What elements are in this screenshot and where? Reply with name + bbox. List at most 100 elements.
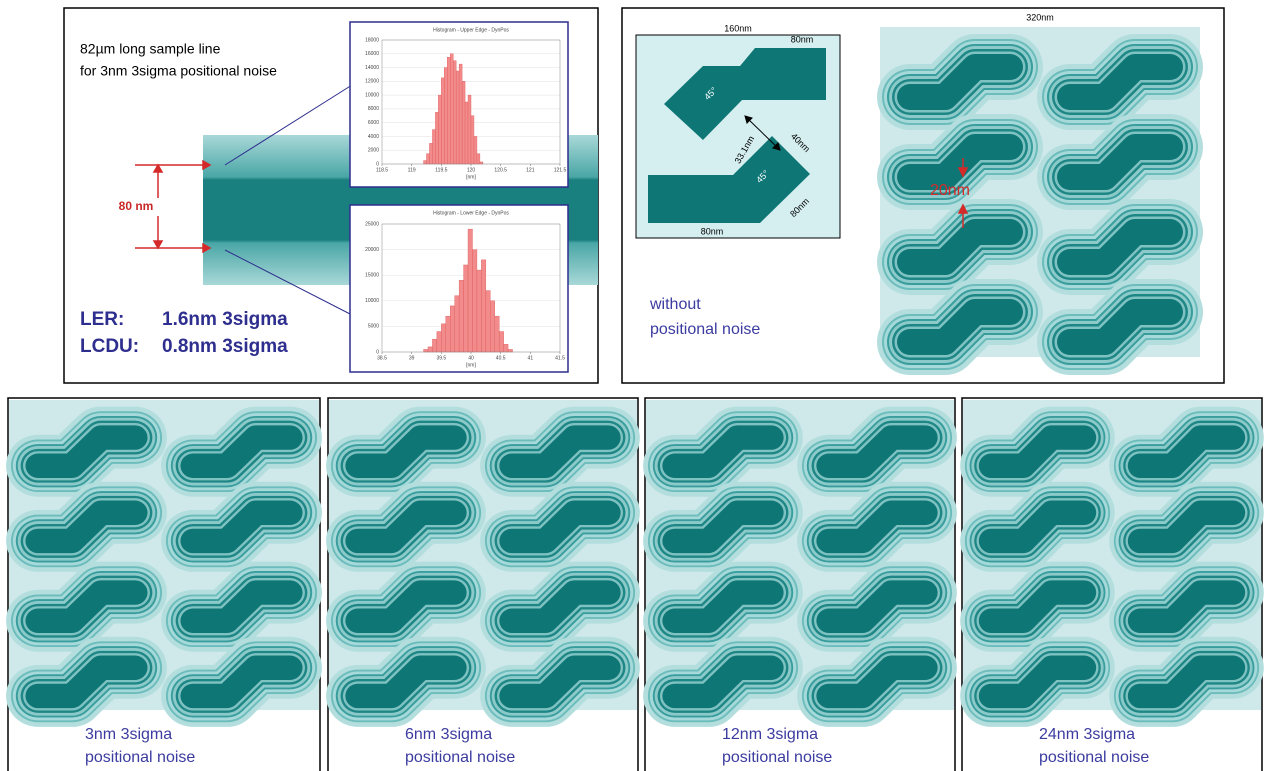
bar <box>490 301 494 352</box>
x-tick-label: 41.5 <box>555 355 565 361</box>
caption: positional noise <box>722 749 832 766</box>
y-tick-label: 12000 <box>365 79 379 85</box>
note: 82µm long sample line <box>80 41 221 57</box>
x-tick-label: 121.5 <box>554 167 567 173</box>
lcdu-value: 0.8nm 3sigma <box>162 336 288 357</box>
bar <box>427 154 430 164</box>
y-tick-label: 10000 <box>365 92 379 98</box>
pattern-image <box>880 27 1200 357</box>
bar <box>424 349 428 352</box>
ler-label: LER: <box>80 309 124 330</box>
caption: positional noise <box>650 321 760 338</box>
x-axis-label: [nm] <box>466 174 476 180</box>
bar <box>441 78 444 164</box>
bar <box>504 344 508 352</box>
bar <box>459 64 462 164</box>
histogram-title: Histogram - Lower Edge - DynPos <box>433 210 509 216</box>
bar <box>480 162 483 164</box>
figure: 82µm long sample line for 3nm 3sigma pos… <box>0 0 1265 771</box>
caption: positional noise <box>1039 749 1149 766</box>
bar <box>447 57 450 164</box>
bar <box>459 280 463 352</box>
caption: without <box>649 296 701 313</box>
bar <box>465 102 468 164</box>
bar <box>429 143 432 164</box>
x-tick-label: 38.5 <box>377 355 387 361</box>
bar <box>495 316 499 352</box>
y-tick-label: 18000 <box>365 37 379 43</box>
lcdu-label: LCDU: <box>80 336 139 357</box>
bar <box>441 324 445 352</box>
x-axis-label: [nm] <box>466 362 476 368</box>
pattern-image <box>329 400 637 710</box>
x-tick-label: 40 <box>468 355 474 361</box>
bar <box>499 332 503 352</box>
caption: 12nm 3sigma <box>722 726 818 743</box>
y-tick-label: 5000 <box>368 324 379 330</box>
bar <box>450 54 453 164</box>
y-tick-label: 10000 <box>365 298 379 304</box>
x-tick-label: 39 <box>409 355 415 361</box>
y-tick-label: 2000 <box>368 148 379 154</box>
design-label: 160nm <box>724 23 752 33</box>
bar <box>428 347 432 352</box>
bar <box>477 154 480 164</box>
x-tick-label: 119 <box>408 167 416 173</box>
bar <box>464 265 468 352</box>
y-tick-label: 25000 <box>365 221 379 227</box>
caption: positional noise <box>85 749 195 766</box>
scale-label: 320nm <box>1026 12 1054 22</box>
pattern-image <box>646 400 954 710</box>
bar <box>481 260 485 352</box>
bar <box>455 296 459 352</box>
bar <box>446 316 450 352</box>
caption: positional noise <box>405 749 515 766</box>
bar <box>462 81 465 164</box>
bar <box>468 95 471 164</box>
bar <box>438 95 441 164</box>
design-label: 80nm <box>791 34 814 44</box>
spacing-label: 20nm <box>930 182 970 199</box>
noise-panel: 3nm 3sigma positional noise <box>8 398 320 771</box>
caption: 6nm 3sigma <box>405 726 492 743</box>
noise-panel: 24nm 3sigma positional noise <box>962 398 1262 771</box>
bar <box>435 112 438 164</box>
bar <box>472 250 476 352</box>
design-label: 80nm <box>701 226 724 236</box>
x-tick-label: 39.5 <box>436 355 446 361</box>
bar <box>432 339 436 352</box>
pattern-image <box>9 400 319 710</box>
x-tick-label: 121 <box>526 167 535 173</box>
x-tick-label: 120.5 <box>494 167 507 173</box>
y-tick-label: 8000 <box>368 106 379 112</box>
x-tick-label: 119.5 <box>435 167 447 173</box>
bar <box>437 332 441 352</box>
bar <box>471 116 474 164</box>
noise-panel: 6nm 3sigma positional noise <box>328 398 638 771</box>
x-tick-label: 40.5 <box>496 355 506 361</box>
ler-value: 1.6nm 3sigma <box>162 309 288 330</box>
pattern-image <box>963 400 1261 710</box>
bar <box>444 68 447 164</box>
x-tick-label: 41 <box>528 355 534 361</box>
x-tick-label: 118.5 <box>376 167 388 173</box>
bar <box>432 130 435 164</box>
y-tick-label: 6000 <box>368 120 379 126</box>
y-tick-label: 16000 <box>365 51 379 57</box>
y-tick-label: 4000 <box>368 134 379 140</box>
bar <box>486 291 490 352</box>
bar <box>456 71 459 164</box>
bar <box>450 306 454 352</box>
caption: 3nm 3sigma <box>85 726 172 743</box>
dimension-label: 80 nm <box>119 199 154 213</box>
x-tick-label: 120 <box>467 167 476 173</box>
bar <box>468 229 472 352</box>
y-tick-label: 15000 <box>365 273 379 279</box>
bar <box>424 161 427 164</box>
caption: 24nm 3sigma <box>1039 726 1135 743</box>
note: for 3nm 3sigma positional noise <box>80 63 277 79</box>
noise-panel: 12nm 3sigma positional noise <box>645 398 955 771</box>
bar <box>474 136 477 164</box>
y-tick-label: 20000 <box>365 247 379 253</box>
bar <box>453 61 456 164</box>
